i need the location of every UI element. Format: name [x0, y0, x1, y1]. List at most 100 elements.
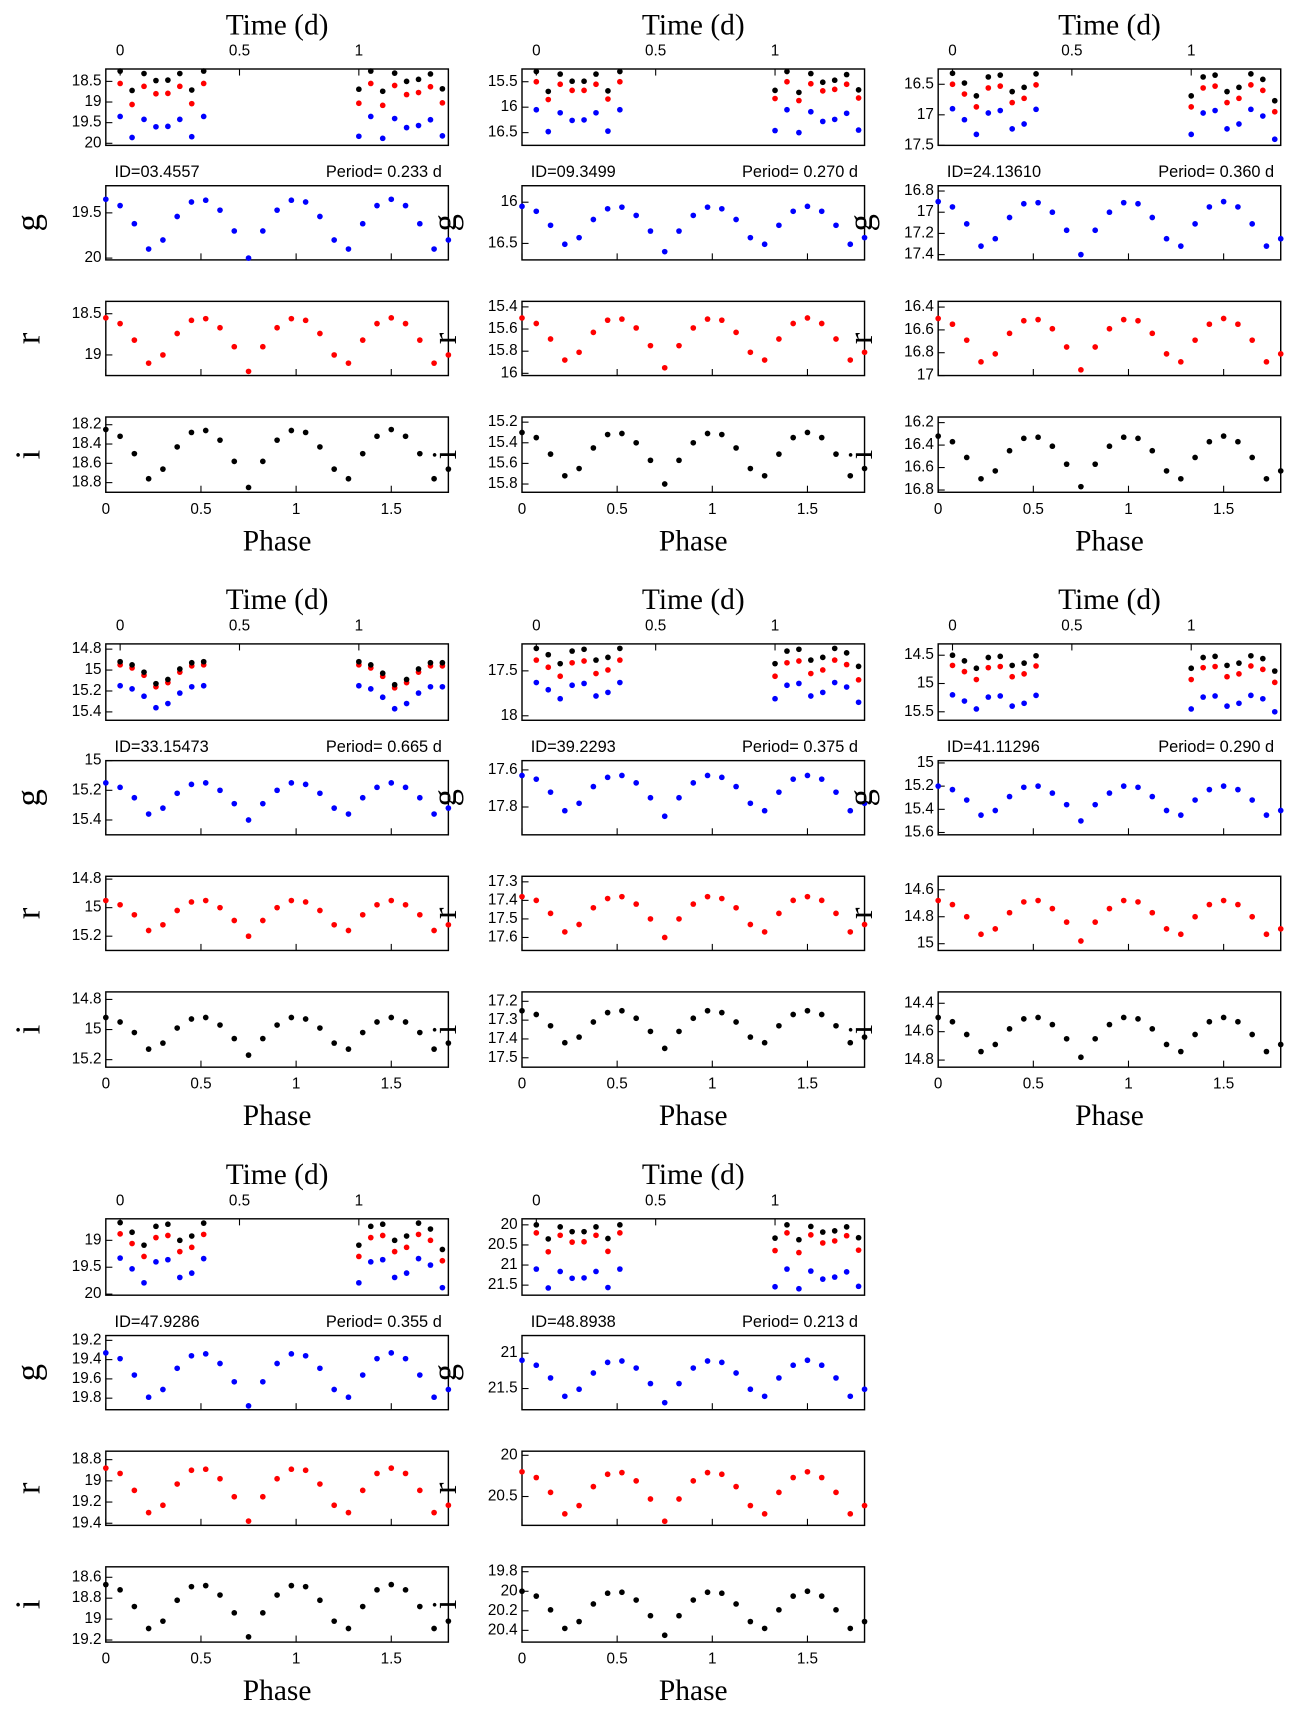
y-tick-label: 15.8 [488, 475, 518, 492]
point [176, 1274, 183, 1281]
point [1235, 786, 1241, 793]
star-id: ID=39.2293 [531, 738, 616, 756]
point [533, 208, 540, 215]
point [533, 1593, 540, 1599]
point [1149, 330, 1156, 337]
x-tick-label: 0 [102, 1076, 111, 1093]
point [576, 1034, 582, 1040]
x-tick-label: 1.5 [381, 1651, 402, 1668]
y-tick-label: 16.8 [904, 344, 934, 361]
y-tick-label: 15 [84, 899, 101, 916]
point [1033, 106, 1039, 113]
point [861, 1502, 868, 1509]
point [200, 80, 207, 87]
point [1177, 359, 1184, 365]
point [617, 1230, 623, 1236]
point [160, 1386, 166, 1393]
point [804, 1588, 811, 1595]
period: Period= 0.290 d [1158, 738, 1274, 756]
point [772, 695, 778, 702]
point [117, 202, 123, 209]
phase-panel-frame [105, 1450, 450, 1527]
point [117, 1586, 123, 1593]
y-tick-label: 15.8 [488, 342, 518, 359]
x-tick-label: 0 [102, 501, 111, 518]
point [807, 657, 814, 663]
point [796, 646, 802, 653]
point [861, 1034, 868, 1040]
point [557, 1232, 564, 1239]
point [1236, 95, 1242, 102]
y-tick-label: 15.6 [904, 824, 934, 841]
y-tick-label: 18.8 [72, 1451, 102, 1468]
point [790, 897, 797, 904]
point [1149, 447, 1156, 454]
point [533, 1222, 540, 1228]
point [1192, 221, 1198, 227]
y-tick-label: 15.4 [72, 703, 102, 720]
point [174, 1025, 181, 1031]
point [1149, 793, 1156, 800]
point [302, 781, 309, 788]
point [576, 800, 582, 807]
point [274, 904, 280, 911]
point [772, 95, 778, 102]
y-tick-label: 15.4 [904, 800, 934, 817]
point [374, 1355, 380, 1362]
point [804, 429, 811, 436]
point [1220, 897, 1227, 904]
point [961, 91, 968, 97]
point [427, 683, 434, 690]
point [1200, 74, 1206, 80]
x-tick-label: 0 [518, 501, 527, 518]
point [231, 1609, 238, 1616]
point [165, 90, 171, 97]
point [1248, 71, 1254, 77]
point [445, 1618, 452, 1625]
y-tick-label: 18.2 [72, 416, 102, 433]
y-tick-label: 15.2 [72, 1051, 102, 1068]
point [997, 83, 1004, 89]
point [790, 1593, 797, 1599]
point [961, 658, 968, 664]
point [431, 360, 437, 367]
point [367, 1223, 374, 1230]
point [605, 667, 611, 673]
point [997, 663, 1004, 670]
point [547, 451, 554, 457]
point [747, 921, 754, 928]
point [129, 101, 135, 108]
point [533, 78, 540, 85]
point [843, 684, 850, 690]
x-tick-label: 0.5 [645, 617, 666, 634]
band-label: r [425, 907, 464, 919]
point [1021, 671, 1027, 677]
point [331, 1386, 338, 1393]
point [153, 90, 159, 97]
point [545, 1248, 552, 1255]
point [545, 1236, 552, 1242]
band-label: i [9, 1024, 48, 1034]
point [604, 1009, 611, 1016]
point [992, 351, 999, 357]
point [188, 899, 195, 905]
point [569, 117, 575, 124]
point [949, 652, 956, 659]
point [831, 657, 838, 663]
point [581, 78, 587, 85]
x-tick-label: 1 [1124, 1076, 1132, 1093]
point [141, 70, 147, 77]
y-tick-label: 17 [917, 203, 934, 220]
x-tick-label: 0.5 [607, 501, 628, 518]
point [661, 934, 668, 941]
point [359, 1029, 366, 1036]
y-tick-label: 16.8 [904, 481, 934, 498]
point [604, 1590, 611, 1597]
point [772, 673, 778, 680]
point [174, 213, 181, 220]
point [590, 1601, 597, 1607]
point [1049, 790, 1056, 796]
x-tick-label: 0.5 [645, 43, 666, 60]
point [439, 85, 446, 92]
phase-panel-frame [937, 991, 1282, 1068]
